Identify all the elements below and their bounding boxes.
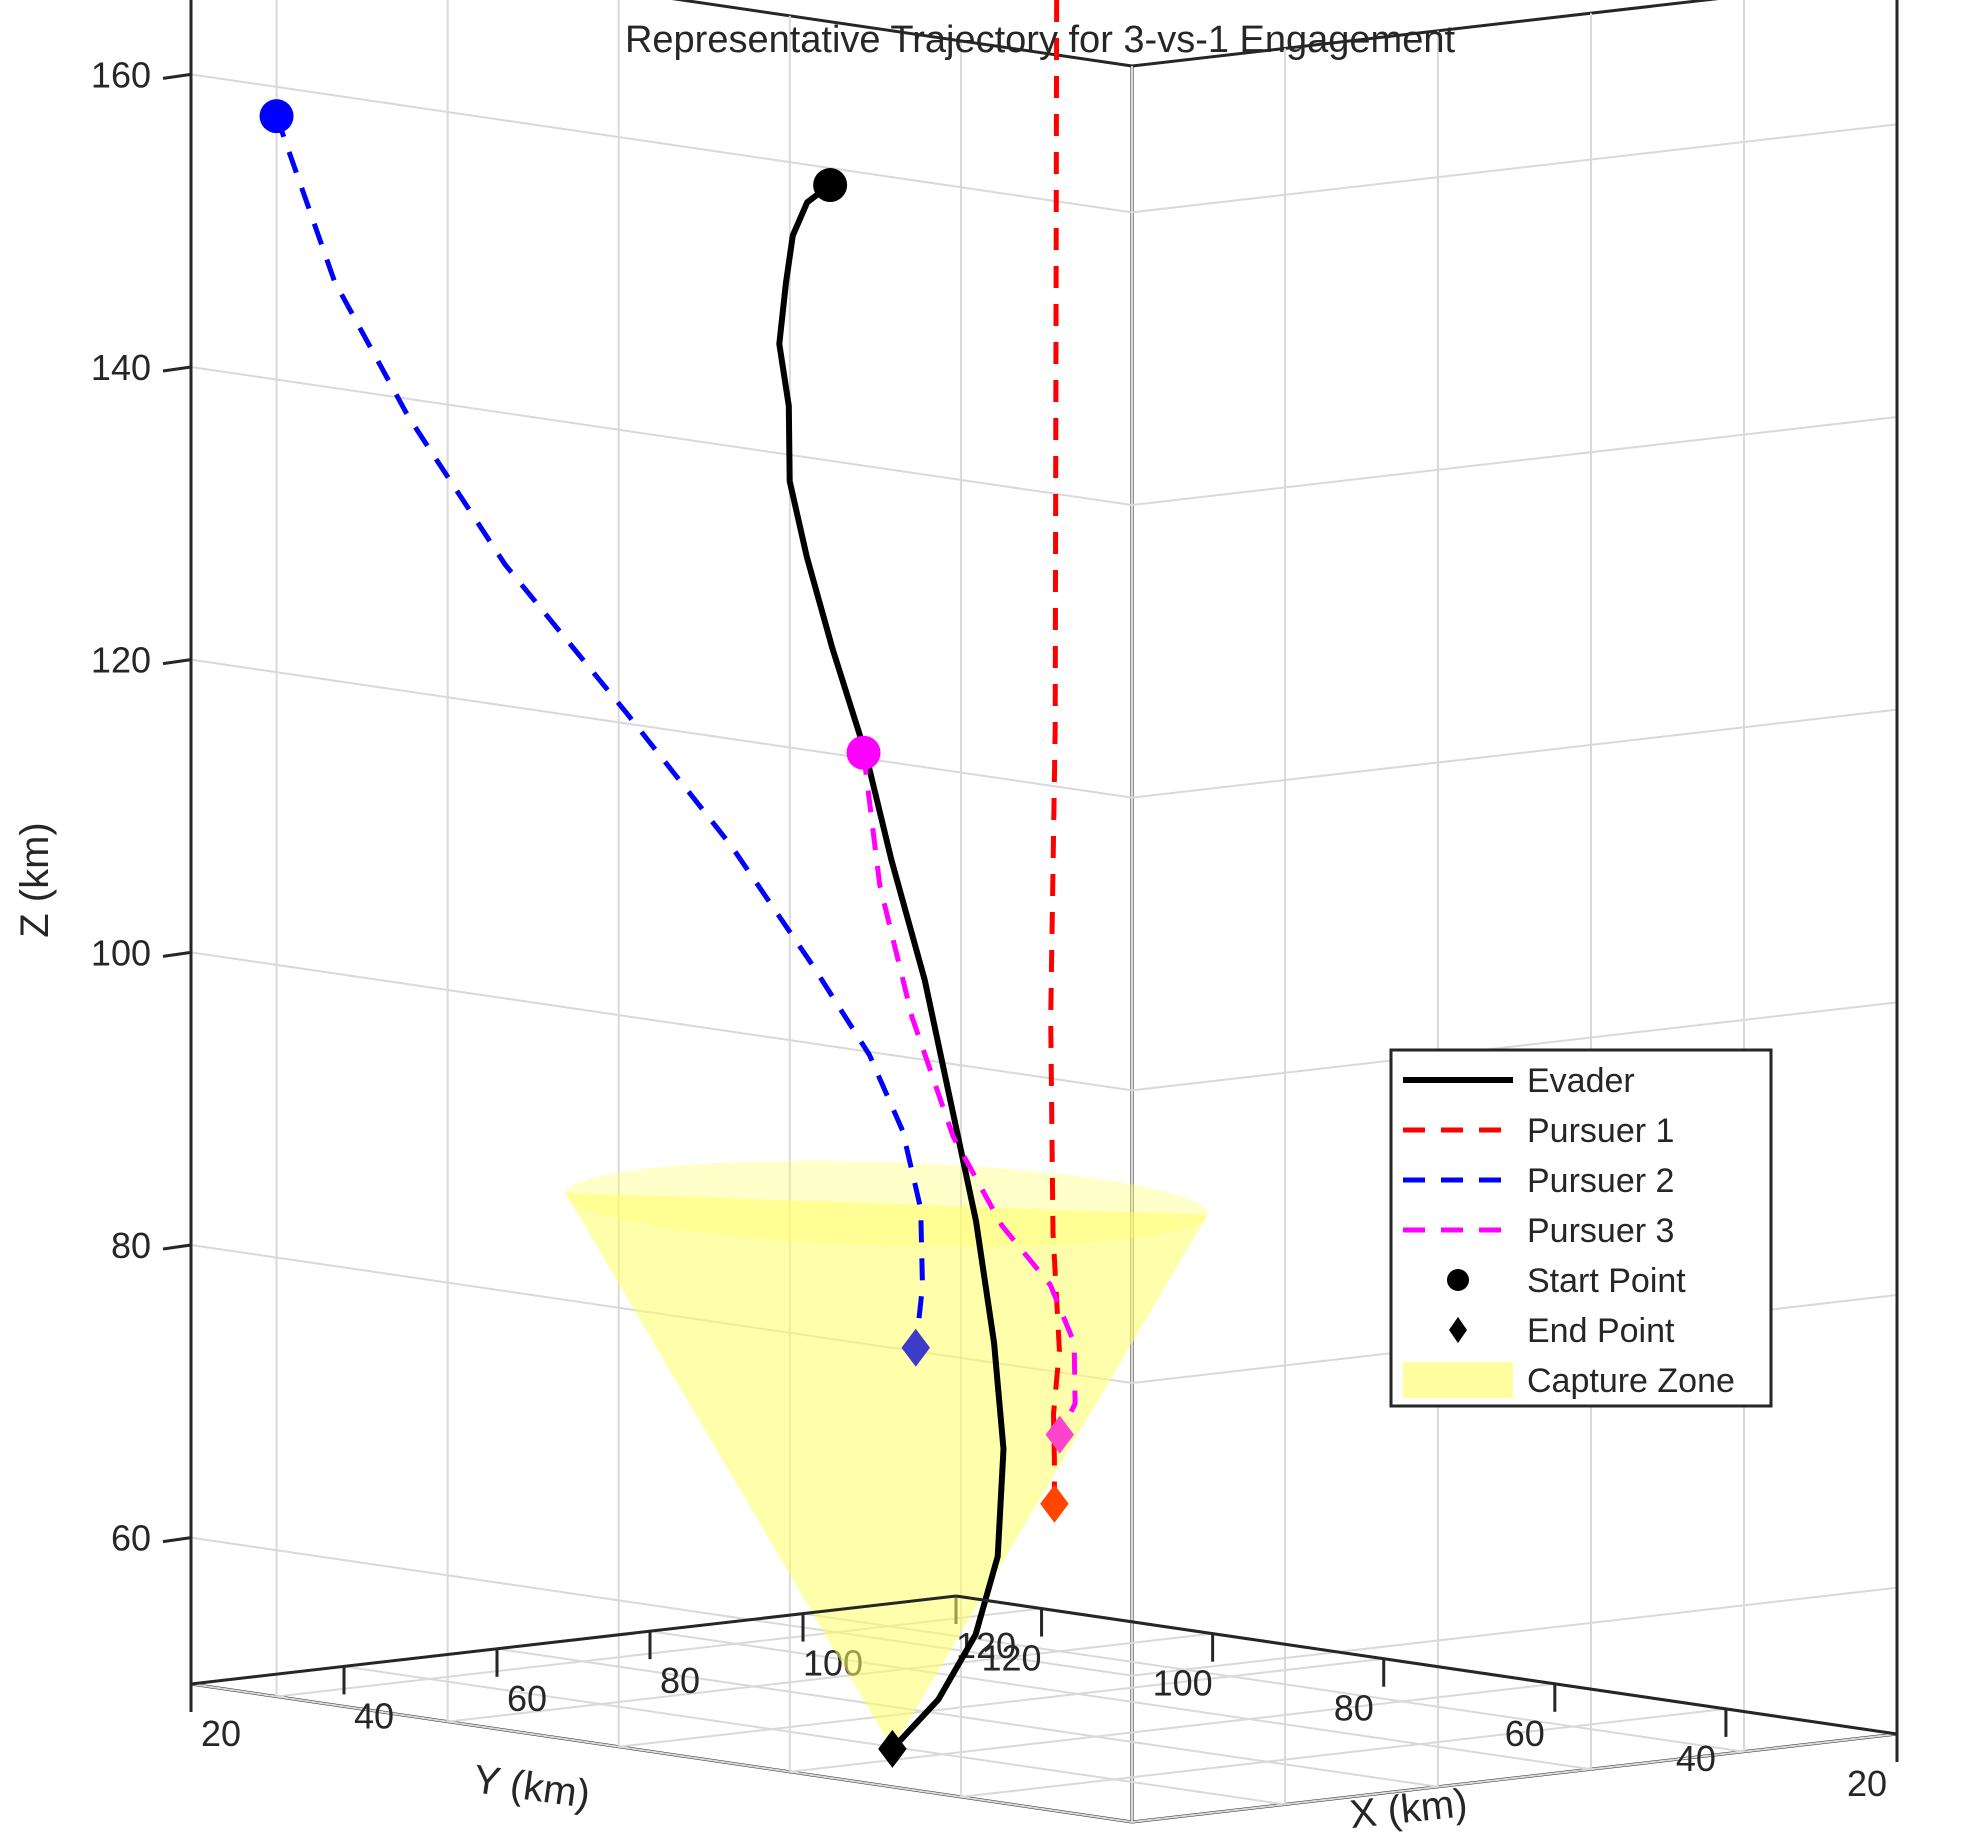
pursuer-3-start-marker	[846, 735, 881, 770]
grid-y-floor	[960, 1707, 1727, 1798]
grid-y-floor	[447, 1632, 1213, 1723]
grid-y-floor	[789, 1682, 1555, 1773]
pursuer-3-line	[861, 752, 1078, 1436]
legend-label: Capture Zone	[1527, 1362, 1735, 1400]
z-axis-label: Z (km)	[13, 822, 57, 938]
x-tick-label: 20	[201, 1713, 241, 1754]
front-edges	[189, 0, 1899, 1736]
z-tick-label: 60	[111, 1518, 151, 1559]
legend-label: Pursuer 1	[1527, 1112, 1674, 1150]
z-tick-label: 160	[91, 54, 151, 95]
grid-x-floor	[190, 1683, 1133, 1823]
evader-start-marker	[813, 168, 848, 203]
legend-label: Pursuer 3	[1527, 1212, 1674, 1250]
grid-y-floor	[618, 1657, 1384, 1748]
pursuer-1-end-marker	[1040, 1484, 1069, 1523]
tick-marks	[162, 72, 1899, 1762]
capture-zone-cone	[565, 1192, 1208, 1749]
chart-title: Representative Trajectory for 3-vs-1 Eng…	[625, 19, 1456, 61]
tick-labels: 20 40 60 80 100 12020406080100120608010012014…	[91, 54, 1887, 1804]
markers	[259, 99, 1075, 1768]
grid-x-floor	[649, 1630, 1592, 1771]
y-axis-label: Y (km)	[471, 1757, 593, 1817]
z-tick	[162, 72, 192, 80]
grid-z-wall-x	[1131, 708, 1898, 799]
y-tick-label: 20	[1847, 1763, 1887, 1804]
z-tick	[162, 1243, 192, 1251]
z-tick-label: 80	[111, 1225, 151, 1266]
x-tick-label: 60	[507, 1678, 547, 1719]
grid-z-wall-y	[190, 951, 1133, 1092]
legend: Evader Pursuer 1 Pursuer 2 Pursuer 3 Start P…	[1389, 1048, 1773, 1408]
legend-swatch-diamond	[1449, 1317, 1467, 1343]
pursuer-2-line	[274, 115, 925, 1349]
y-tick-label: 120	[982, 1638, 1042, 1679]
grid-z-wall-x	[1131, 123, 1898, 214]
y-axis-line	[955, 1594, 1898, 1736]
grid-z-wall-y	[190, 366, 1133, 506]
z-tick-label: 120	[91, 640, 151, 681]
box-edge	[671, 0, 1133, 68]
pursuer-2-start-marker	[259, 99, 294, 134]
z-tick	[162, 658, 192, 666]
grid-x-floor	[496, 1647, 1439, 1788]
z-tick-label: 100	[91, 932, 151, 973]
z-tick-label: 140	[91, 347, 151, 388]
grid-x-floor	[802, 1612, 1745, 1753]
x-tick-label: 80	[660, 1660, 700, 1701]
grid-z-wall-y	[190, 1536, 1133, 1677]
grid-z-wall-x	[1131, 1001, 1898, 1092]
legend-swatch-patch	[1403, 1362, 1513, 1398]
pursuer-3-end-marker	[1045, 1415, 1075, 1454]
grid-z-wall-x	[1131, 416, 1898, 506]
grid-z-wall-y	[190, 658, 1133, 799]
box-edge	[1131, 0, 1719, 68]
legend-label: Pursuer 2	[1527, 1162, 1674, 1200]
grid-x-floor	[343, 1665, 1286, 1806]
y-tick-label: 60	[1505, 1713, 1545, 1754]
legend-label: Start Point	[1527, 1262, 1686, 1300]
x-tick-label: 40	[354, 1695, 394, 1736]
y-tick-label: 40	[1676, 1738, 1716, 1779]
y-tick-label: 100	[1153, 1663, 1213, 1704]
grid-z-wall-y	[190, 73, 1133, 214]
evader-line	[776, 182, 1007, 1752]
legend-label: Evader	[1527, 1062, 1635, 1100]
grid-lines	[190, 0, 1898, 1823]
z-tick	[162, 1536, 192, 1544]
capture-zone	[565, 1160, 1208, 1749]
evader-end-marker	[878, 1729, 907, 1768]
capture-zone-top	[565, 1160, 1208, 1247]
grid-y-floor	[1131, 1733, 1898, 1823]
grid-z-wall-x	[1131, 1586, 1898, 1677]
y-tick-label: 80	[1334, 1688, 1374, 1729]
x-axis-label: X (km)	[1348, 1781, 1470, 1837]
legend-label: End Point	[1527, 1312, 1675, 1350]
x-axis-line	[190, 1594, 957, 1686]
pursuer-2-end-marker	[901, 1328, 931, 1367]
z-tick	[162, 365, 192, 373]
legend-swatch-circle	[1447, 1269, 1469, 1291]
z-tick	[162, 950, 192, 958]
